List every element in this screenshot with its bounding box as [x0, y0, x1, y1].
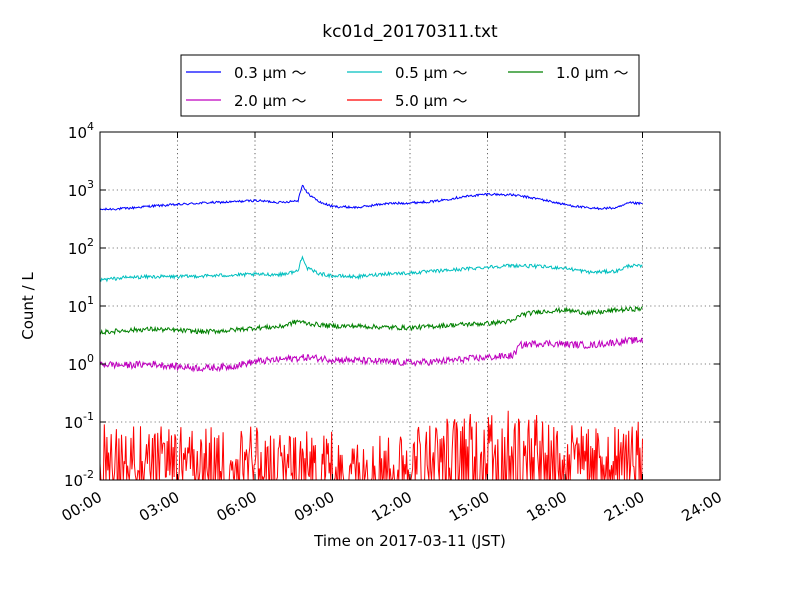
legend-label: 0.5 μm ～ [395, 64, 468, 82]
legend-label: 5.0 μm ～ [395, 92, 468, 110]
chart-title: kc01d_20170311.txt [322, 22, 498, 42]
y-tick-label: 102 [68, 236, 94, 258]
y-tick-label: 101 [68, 294, 94, 316]
y-tick-label: 103 [68, 178, 94, 200]
legend-label: 1.0 μm ～ [556, 64, 629, 82]
legend-label: 0.3 μm ～ [234, 64, 307, 82]
y-tick-label: 10-2 [64, 468, 94, 490]
series-line [99, 336, 643, 373]
y-tick-label: 10-1 [64, 410, 94, 432]
legend-label: 2.0 μm ～ [234, 92, 307, 110]
legend-frame [180, 54, 640, 117]
series-line [99, 305, 643, 336]
y-axis-label: Count / L [19, 272, 37, 340]
legend: 0.3 μm ～ 0.5 μm ～ 1.0 μm ～ 2.0 μm ～ 5.0 μm ～ [180, 54, 640, 117]
grid [100, 132, 720, 480]
series-line [99, 184, 643, 211]
y-tick-label: 104 [68, 120, 94, 142]
ticks [99, 131, 721, 481]
y-tick-label: 100 [68, 352, 94, 374]
series-line [99, 255, 643, 283]
y-tick-labels: 10-2 10-1 100 101 102 103 104 [64, 120, 94, 490]
x-axis-label: Time on 2017-03-11 (JST) [313, 532, 506, 550]
